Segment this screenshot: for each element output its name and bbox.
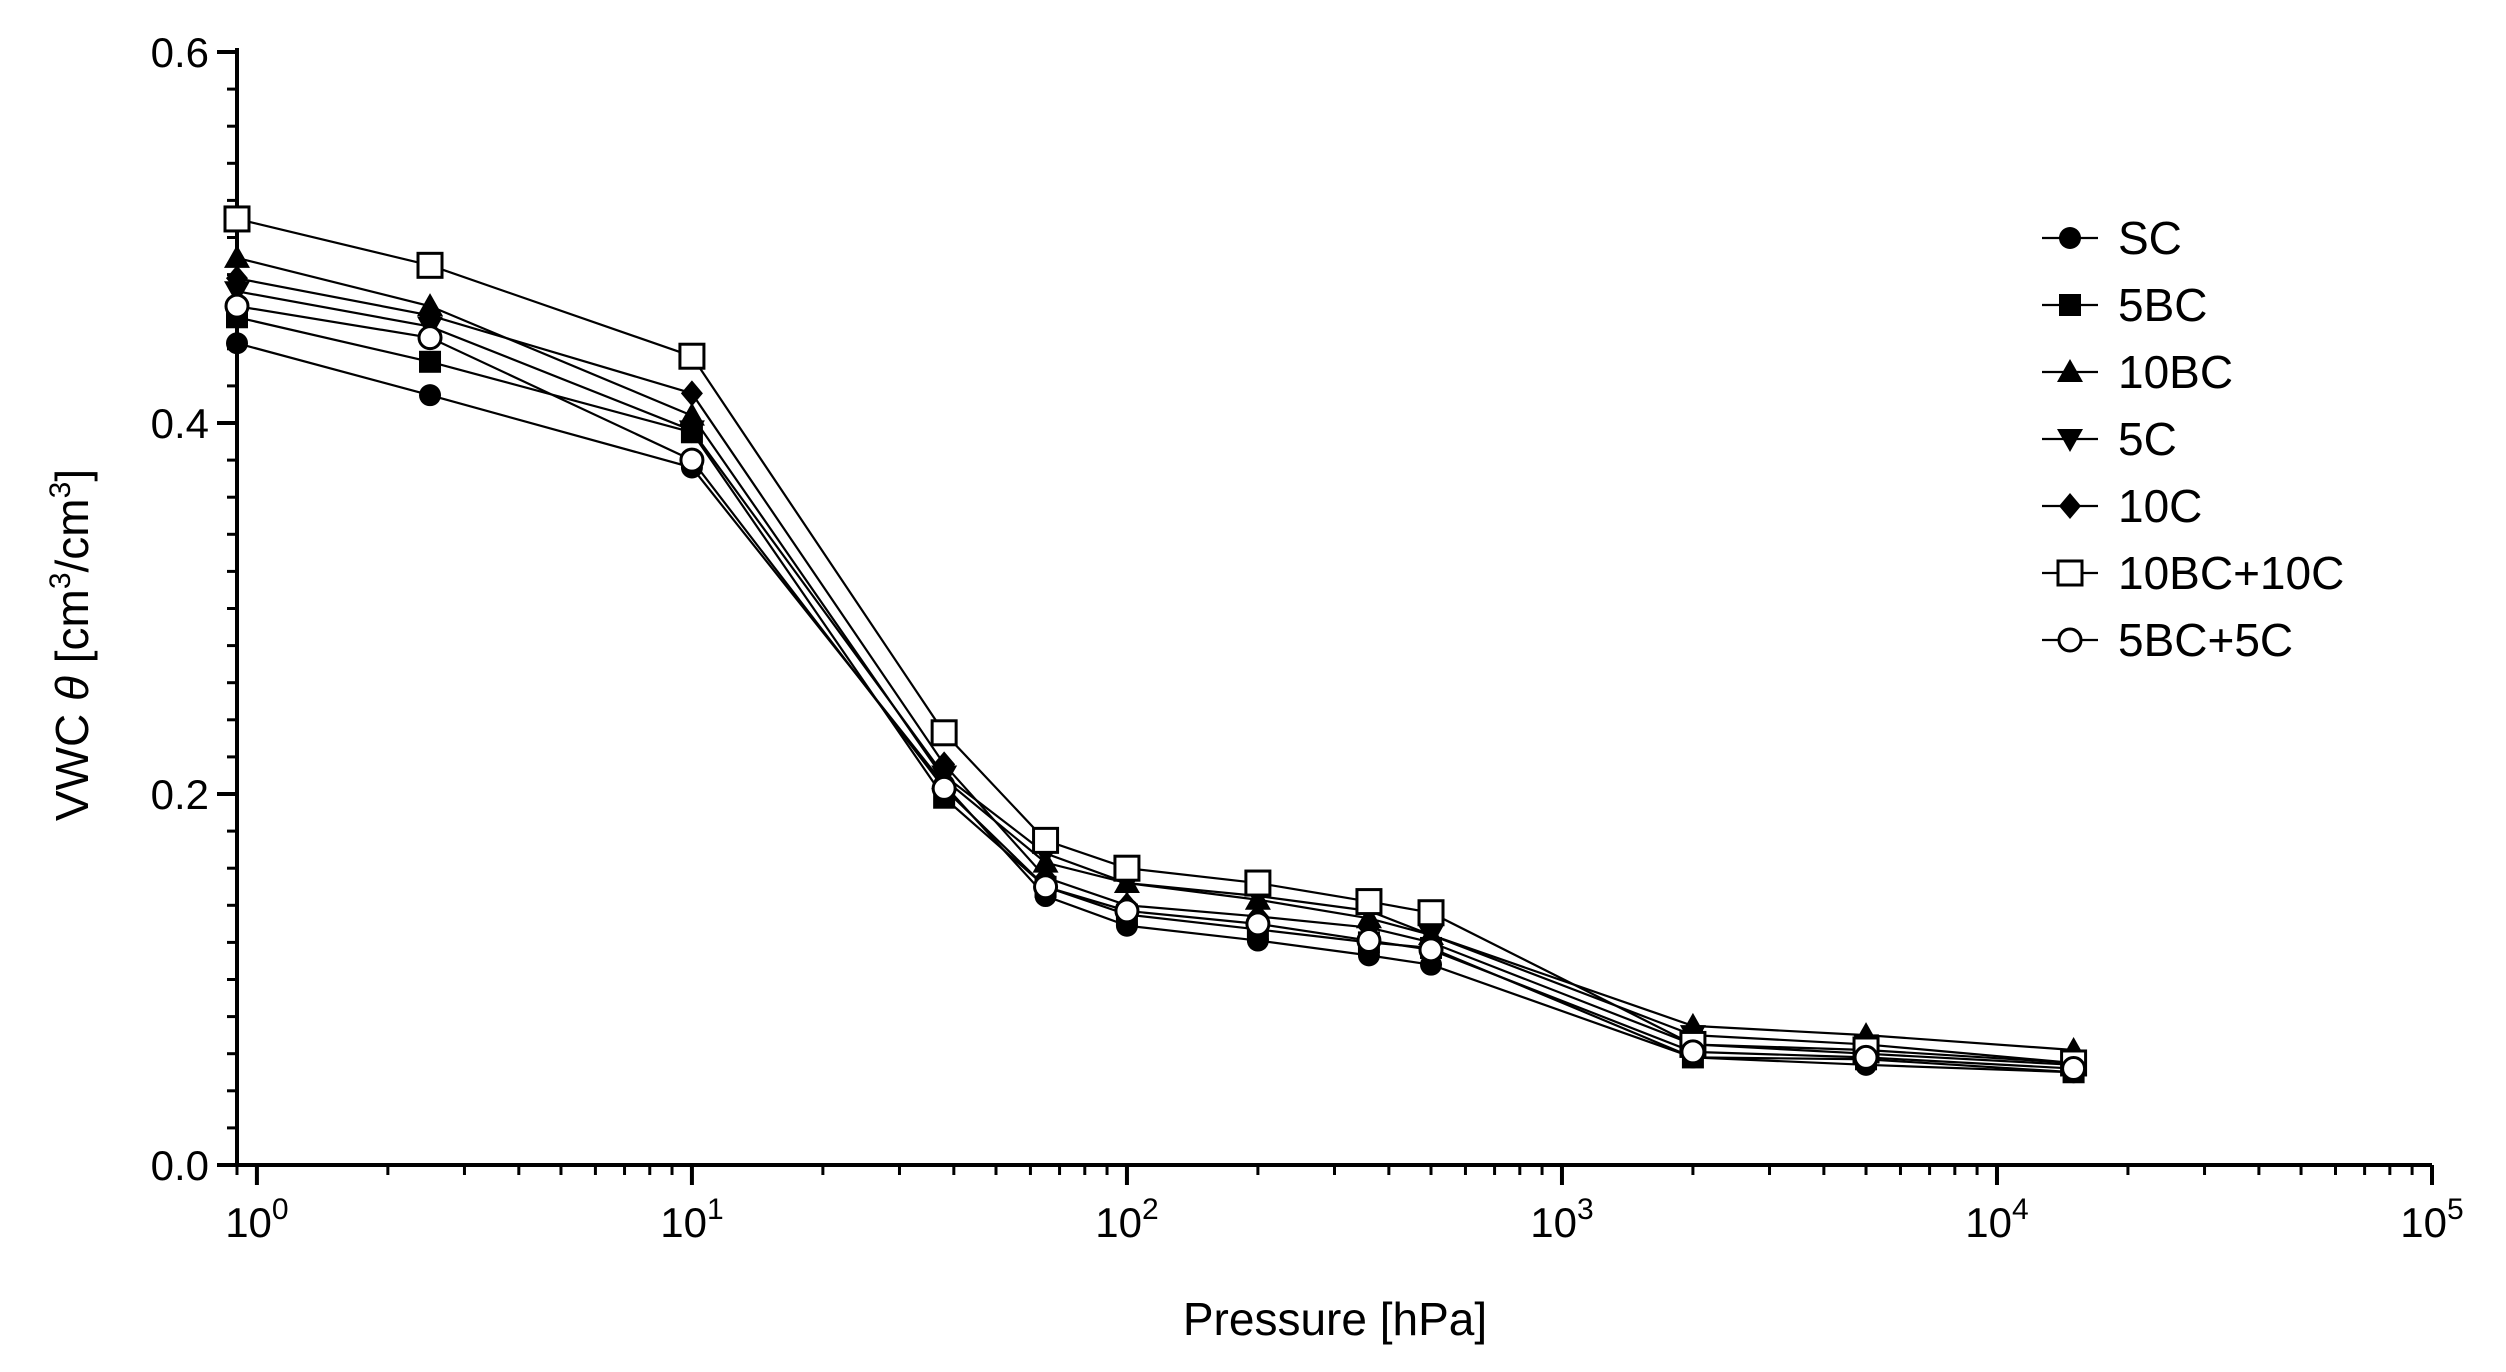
legend-marker-10bc xyxy=(2057,359,2083,382)
data-point-10bc-10c xyxy=(930,719,958,747)
series-sc xyxy=(226,332,2085,1084)
data-point-10bc-10c xyxy=(1355,888,1383,916)
data-point-5bc-5c xyxy=(1245,911,1271,937)
y-tick-label: 0.4 xyxy=(151,400,209,447)
x-tick-label: 101 xyxy=(660,1193,723,1246)
legend-label-10c: 10C xyxy=(2118,480,2202,532)
y-tick-label: 0.0 xyxy=(151,1142,209,1189)
data-point-5bc-5c xyxy=(1114,898,1140,924)
series-10bc-10c xyxy=(223,205,2088,1077)
x-tick-label: 102 xyxy=(1095,1193,1158,1246)
data-point-5bc xyxy=(419,350,442,373)
legend-marker-sc xyxy=(2059,227,2081,249)
data-point-10bc-10c xyxy=(1113,854,1141,882)
y-label-sup2: 3 xyxy=(44,482,77,499)
data-point-10bc-10c xyxy=(416,251,444,279)
series-line-10bc xyxy=(236,256,2074,1052)
data-point-10bc-10c xyxy=(1417,899,1445,927)
x-tick-label: 100 xyxy=(225,1193,288,1246)
legend-item-10c: 10C xyxy=(2042,480,2202,532)
legend-label-5bc-5c: 5BC+5C xyxy=(2118,614,2293,666)
y-label-unit-open: [cm xyxy=(46,589,98,676)
legend-item-10bc: 10BC xyxy=(2042,346,2233,398)
data-point-5c xyxy=(678,420,705,444)
data-point-5bc-5c xyxy=(1356,928,1382,954)
data-point-10c xyxy=(680,380,703,407)
y-label-sup1: 3 xyxy=(44,572,77,589)
data-point-5bc-5c xyxy=(931,775,957,801)
data-point-10bc xyxy=(678,402,705,426)
series-line-5bc xyxy=(236,316,2074,1074)
data-point-5bc-5c xyxy=(224,293,250,319)
data-point-10bc-10c xyxy=(223,205,251,233)
y-label-unit-close: ] xyxy=(46,469,98,482)
data-point-10c xyxy=(933,751,956,778)
legend-marker-5bc-5c xyxy=(2057,627,2083,653)
axes: 0.0 0.2 0.4 0.6 100 101 102 103 104 105 xyxy=(151,29,2464,1246)
y-label-main: VWC xyxy=(46,701,98,821)
legend-label-10bc: 10BC xyxy=(2118,346,2233,398)
series-line-5c xyxy=(236,290,2074,1065)
legend-label-5bc: 5BC xyxy=(2118,279,2207,331)
legend-label-5c: 5C xyxy=(2118,413,2177,465)
series-10bc xyxy=(224,244,2087,1060)
y-tick-label: 0.6 xyxy=(151,29,209,76)
x-tick-label: 103 xyxy=(1530,1193,1593,1246)
series-5bc xyxy=(226,306,2085,1084)
series-layer xyxy=(223,205,2088,1084)
legend-item-sc: SC xyxy=(2042,212,2182,264)
series-10c xyxy=(226,265,2085,1078)
data-point-5bc-5c xyxy=(1853,1044,1879,1070)
legend-label-sc: SC xyxy=(2118,212,2182,264)
x-axis-label: Pressure [hPa] xyxy=(1183,1293,1487,1345)
data-point-10c xyxy=(226,265,248,292)
data-point-sc xyxy=(419,384,442,407)
y-axis-label: VWC θ [cm3/cm3] xyxy=(44,469,98,821)
data-point-10bc-10c xyxy=(678,342,706,370)
data-point-5c xyxy=(224,281,250,305)
legend-marker-5c xyxy=(2057,429,2083,452)
x-tick-label: 104 xyxy=(1965,1193,2028,1246)
legend: SC 5BC 10BC 5C 10C 10BC+10C 5BC+5C xyxy=(2042,212,2344,666)
data-point-sc xyxy=(226,332,248,355)
data-point-5bc-5c xyxy=(1680,1039,1706,1065)
series-line-10c xyxy=(236,277,2074,1066)
legend-item-5bc-5c: 5BC+5C xyxy=(2042,614,2293,666)
series-line-5bc-5c xyxy=(236,305,2074,1070)
series-line-10bc-10c xyxy=(236,217,2074,1065)
x-tick-label: 105 xyxy=(2400,1193,2463,1246)
data-point-10bc-10c xyxy=(1032,826,1060,854)
data-point-10bc-10c xyxy=(1244,869,1272,897)
legend-marker-10c xyxy=(2059,493,2081,519)
data-point-5bc-5c xyxy=(1033,874,1059,900)
y-label-unit-mid: /cm xyxy=(46,498,98,572)
y-label-theta: θ xyxy=(46,676,98,701)
data-point-5bc-5c xyxy=(2061,1056,2087,1082)
legend-marker-10bc-10c xyxy=(2056,559,2084,587)
data-point-10c xyxy=(419,302,442,329)
y-tick-label: 0.2 xyxy=(151,771,209,818)
legend-marker-5bc xyxy=(2059,294,2081,316)
series-line-sc xyxy=(236,342,2074,1074)
data-point-5bc-5c xyxy=(1418,937,1444,963)
data-point-10bc xyxy=(224,244,250,268)
legend-label-10bc-10c: 10BC+10C xyxy=(2118,547,2344,599)
legend-item-5c: 5C xyxy=(2042,413,2177,465)
data-point-5bc-5c xyxy=(679,447,705,473)
data-point-5bc-5c xyxy=(417,325,443,351)
series-5c xyxy=(224,281,2087,1076)
series-5bc-5c xyxy=(224,293,2087,1082)
legend-item-5bc: 5BC xyxy=(2042,279,2207,331)
legend-item-10bc-10c: 10BC+10C xyxy=(2042,547,2344,599)
